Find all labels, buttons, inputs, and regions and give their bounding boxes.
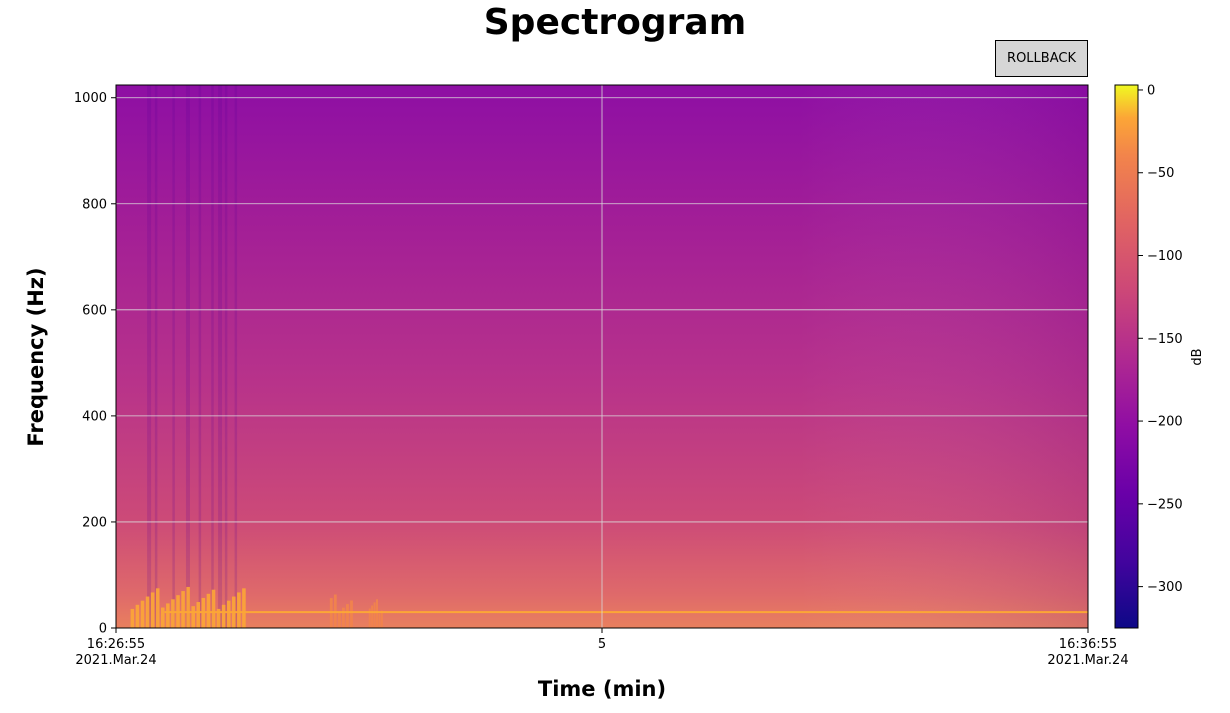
burst-column xyxy=(378,613,381,628)
burst-column xyxy=(140,600,145,628)
burst-column xyxy=(161,607,165,628)
burst-column xyxy=(242,588,246,628)
chart-title: Spectrogram xyxy=(483,2,747,43)
striation-band xyxy=(224,85,228,628)
burst-column xyxy=(171,599,175,628)
x-tick-date-label: 2021.Mar.24 xyxy=(1047,653,1128,668)
colorbar-label: dB xyxy=(1190,348,1205,365)
x-axis-label: Time (min) xyxy=(538,677,666,701)
grid-lines xyxy=(116,85,1088,628)
colorbar-tick-label: −200 xyxy=(1147,415,1183,430)
x-tick-label: 5 xyxy=(598,637,606,652)
colorbar-ticks: 0 −50 −100 −150 −200 −250 −300 xyxy=(1138,83,1183,595)
y-tick-label: 1000 xyxy=(74,91,107,106)
y-tick-label: 800 xyxy=(82,197,107,212)
striation-band xyxy=(147,85,152,628)
striation-band xyxy=(218,85,223,628)
y-axis-ticks: 0 200 400 600 800 1000 xyxy=(74,91,116,637)
y-tick-label: 0 xyxy=(99,622,107,637)
burst-column xyxy=(376,599,379,628)
burst-column xyxy=(135,604,140,628)
burst-column xyxy=(155,588,160,628)
burst-column xyxy=(380,610,383,628)
signal-bursts xyxy=(130,586,1088,628)
striation-band xyxy=(211,85,214,628)
y-tick-label: 600 xyxy=(82,303,107,318)
burst-column xyxy=(350,600,353,628)
colorbar-tick-label: 0 xyxy=(1147,83,1155,98)
y-axis-label: Frequency (Hz) xyxy=(24,267,48,446)
x-tick-label: 16:26:55 xyxy=(87,637,145,652)
burst-column xyxy=(191,606,195,628)
y-tick-label: 200 xyxy=(82,515,107,530)
colorbar-tick-label: −50 xyxy=(1147,166,1174,181)
colorbar xyxy=(1114,84,1139,629)
burst-column xyxy=(373,602,376,628)
burst-column xyxy=(206,593,211,628)
signal-striations xyxy=(147,85,238,628)
striation-band xyxy=(172,85,175,628)
burst-column xyxy=(346,604,349,628)
burst-column xyxy=(186,586,190,628)
burst-column xyxy=(196,602,201,628)
colorbar-tick-label: −100 xyxy=(1147,249,1183,264)
colorbar-tick-label: −150 xyxy=(1147,332,1183,347)
burst-column xyxy=(337,611,341,628)
burst-column xyxy=(150,592,155,628)
x-tick-date-label: 2021.Mar.24 xyxy=(75,653,156,668)
burst-column xyxy=(181,591,185,628)
burst-column xyxy=(371,605,374,628)
burst-column xyxy=(166,603,170,628)
colorbar-tick-label: −250 xyxy=(1147,497,1183,512)
striation-band xyxy=(185,85,190,628)
x-tick-label: 16:36:55 xyxy=(1059,637,1117,652)
burst-column xyxy=(130,608,135,628)
burst-column xyxy=(341,607,345,628)
colorbar-tick-label: −300 xyxy=(1147,580,1183,595)
burst-column xyxy=(145,596,150,628)
rollback-button[interactable]: ROLLBACK xyxy=(995,40,1088,77)
plot-frame xyxy=(115,84,1089,629)
striation-band xyxy=(198,85,202,628)
burst-column xyxy=(211,589,216,628)
striation-band xyxy=(154,85,158,628)
burst-column xyxy=(216,608,221,628)
burst-column xyxy=(226,600,231,628)
burst-column xyxy=(368,608,371,628)
striation-band xyxy=(234,85,238,628)
burst-column xyxy=(221,604,226,628)
y-tick-label: 400 xyxy=(82,409,107,424)
burst-column xyxy=(237,592,241,628)
